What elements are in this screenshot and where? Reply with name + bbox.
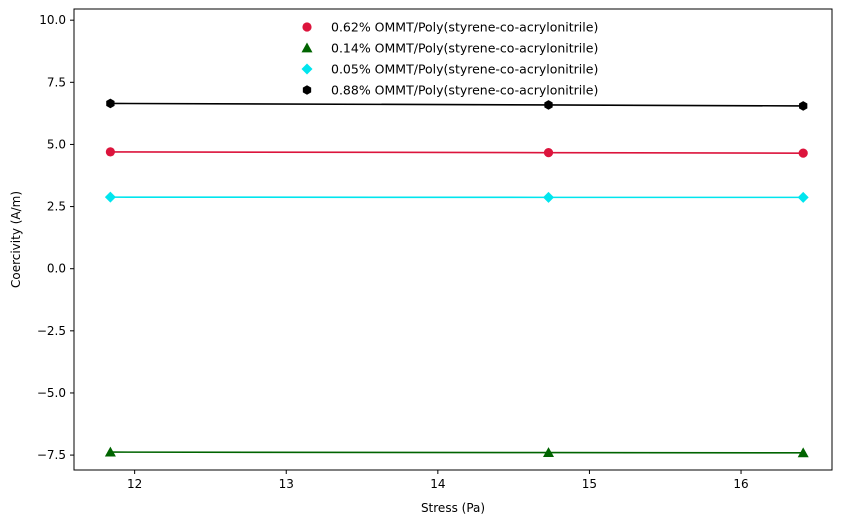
y-tick-label: 5.0: [47, 137, 66, 151]
series-2: [104, 191, 809, 203]
series-3: [106, 98, 808, 111]
y-tick-label: 0.0: [47, 262, 66, 276]
data-point: [543, 148, 554, 158]
legend-entry: 0.88% OMMT/Poly(styrene-co-acrylonitrile…: [302, 83, 598, 98]
x-tick-label: 15: [582, 477, 597, 491]
axes-layer: 12 13 14 15 16 −7.5 −5.0 −2.5 0.0 2.5 5.0 7.5 10.0: [37, 13, 749, 491]
legend-label: 0.88% OMMT/Poly(styrene-co-acrylonitrile…: [331, 83, 598, 98]
legend-entry: 0.14% OMMT/Poly(styrene-co-acrylonitrile…: [301, 41, 598, 56]
data-point: [797, 447, 809, 458]
x-axis-label: Stress (Pa): [421, 501, 485, 515]
y-tick-label: −2.5: [37, 324, 66, 338]
data-point: [543, 447, 555, 458]
series-1: [104, 446, 809, 458]
data-point: [798, 148, 808, 158]
series-line: [110, 451, 804, 454]
series-layer: [104, 98, 809, 458]
legend-label: 0.05% OMMT/Poly(styrene-co-acrylonitrile…: [331, 62, 598, 77]
legend-marker: [302, 22, 312, 32]
y-axis-label: Coercivity (A/m): [9, 191, 23, 288]
y-tick-label: −7.5: [37, 448, 66, 462]
x-tick-label: 14: [430, 477, 445, 491]
legend-label: 0.62% OMMT/Poly(styrene-co-acrylonitrile…: [331, 20, 598, 35]
plot-frame: [73, 8, 833, 471]
legend: 0.62% OMMT/Poly(styrene-co-acrylonitrile…: [301, 20, 598, 98]
data-point: [104, 191, 116, 203]
data-point: [105, 147, 115, 157]
series-0: [105, 147, 808, 158]
y-tick-label: −5.0: [37, 386, 66, 400]
data-point: [104, 446, 116, 457]
x-tick-label: 12: [127, 477, 142, 491]
legend-entry: 0.62% OMMT/Poly(styrene-co-acrylonitrile…: [302, 20, 598, 35]
legend-marker: [302, 85, 312, 95]
plot-area: [73, 8, 833, 471]
y-tick-label: 10.0: [39, 13, 66, 27]
x-tick-label: 16: [733, 477, 748, 491]
data-point: [543, 191, 555, 203]
data-point: [799, 101, 808, 111]
data-point: [106, 98, 115, 109]
legend-marker: [301, 63, 313, 75]
y-tick-label: 7.5: [47, 75, 66, 89]
data-point: [544, 100, 553, 110]
legend-entry: 0.05% OMMT/Poly(styrene-co-acrylonitrile…: [301, 62, 598, 77]
legend-marker: [301, 42, 313, 53]
x-tick-label: 13: [279, 477, 294, 491]
data-point: [797, 191, 809, 203]
y-tick-label: 2.5: [47, 200, 66, 214]
legend-label: 0.14% OMMT/Poly(styrene-co-acrylonitrile…: [331, 41, 598, 56]
